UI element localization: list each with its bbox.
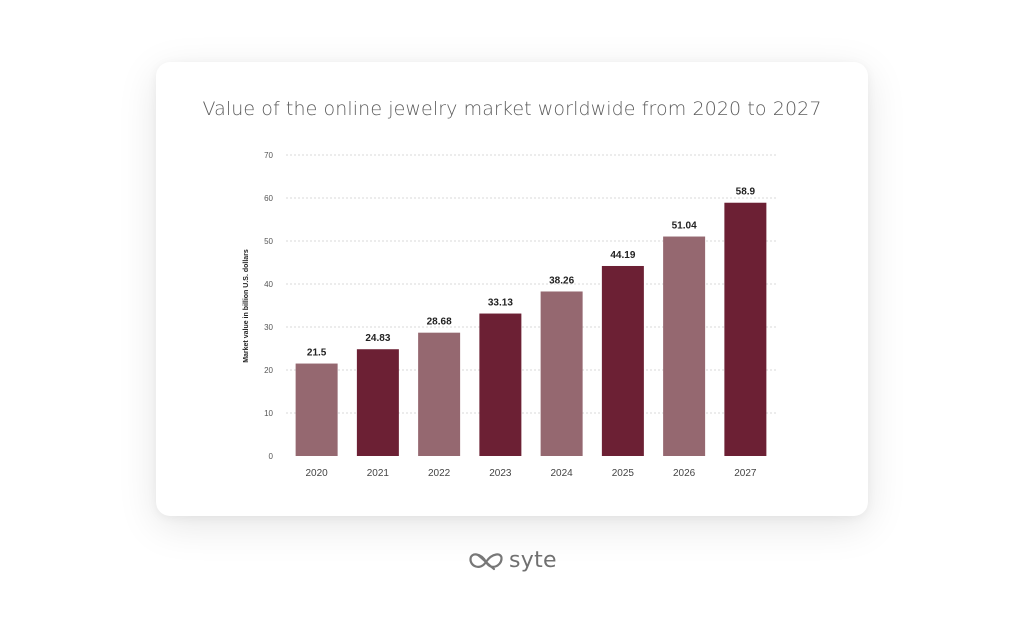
chart-title: Value of the online jewelry market world… xyxy=(202,98,822,120)
x-tick-label: 2022 xyxy=(428,468,451,479)
bar xyxy=(418,332,461,456)
data-label: 44.19 xyxy=(610,250,635,261)
data-label: 58.9 xyxy=(736,187,756,198)
data-label: 38.26 xyxy=(549,275,574,286)
bar xyxy=(724,202,767,456)
chart-card: Value of the online jewelry market world… xyxy=(156,62,868,516)
x-tick-label: 2020 xyxy=(306,468,329,479)
x-tick-label: 2027 xyxy=(734,468,757,479)
x-tick-label: 2024 xyxy=(551,468,574,479)
y-axis-label: Market value in billion U.S. dollars xyxy=(243,249,250,363)
x-tick-label: 2025 xyxy=(612,468,635,479)
y-tick-label: 50 xyxy=(264,237,273,246)
y-tick-label: 20 xyxy=(264,366,273,375)
data-label: 24.83 xyxy=(365,333,390,344)
bar xyxy=(295,363,338,456)
bar xyxy=(479,313,522,456)
bar-chart: 0 10 20 30 40 50 60 70 Market value in billion U… xyxy=(243,151,776,479)
y-tick-label: 60 xyxy=(264,194,273,203)
data-label: 28.68 xyxy=(427,317,452,328)
x-tick-label: 2023 xyxy=(489,468,512,479)
y-tick-label: 30 xyxy=(264,323,273,332)
data-label: 21.5 xyxy=(307,348,327,359)
syte-logo-text: syte xyxy=(509,548,557,573)
bar xyxy=(356,349,399,456)
y-tick-label: 40 xyxy=(264,280,273,289)
bar xyxy=(601,265,644,456)
y-tick-label: 10 xyxy=(264,409,273,418)
bar xyxy=(540,291,583,456)
data-label: 51.04 xyxy=(672,221,697,232)
data-label: 33.13 xyxy=(488,298,513,309)
y-tick-label: 0 xyxy=(269,452,274,461)
syte-logo: syte xyxy=(468,547,558,577)
syte-logo-icon xyxy=(469,553,503,571)
y-tick-label: 70 xyxy=(264,151,273,160)
x-tick-label: 2021 xyxy=(367,468,390,479)
bar xyxy=(663,236,706,456)
x-tick-label: 2026 xyxy=(673,468,696,479)
